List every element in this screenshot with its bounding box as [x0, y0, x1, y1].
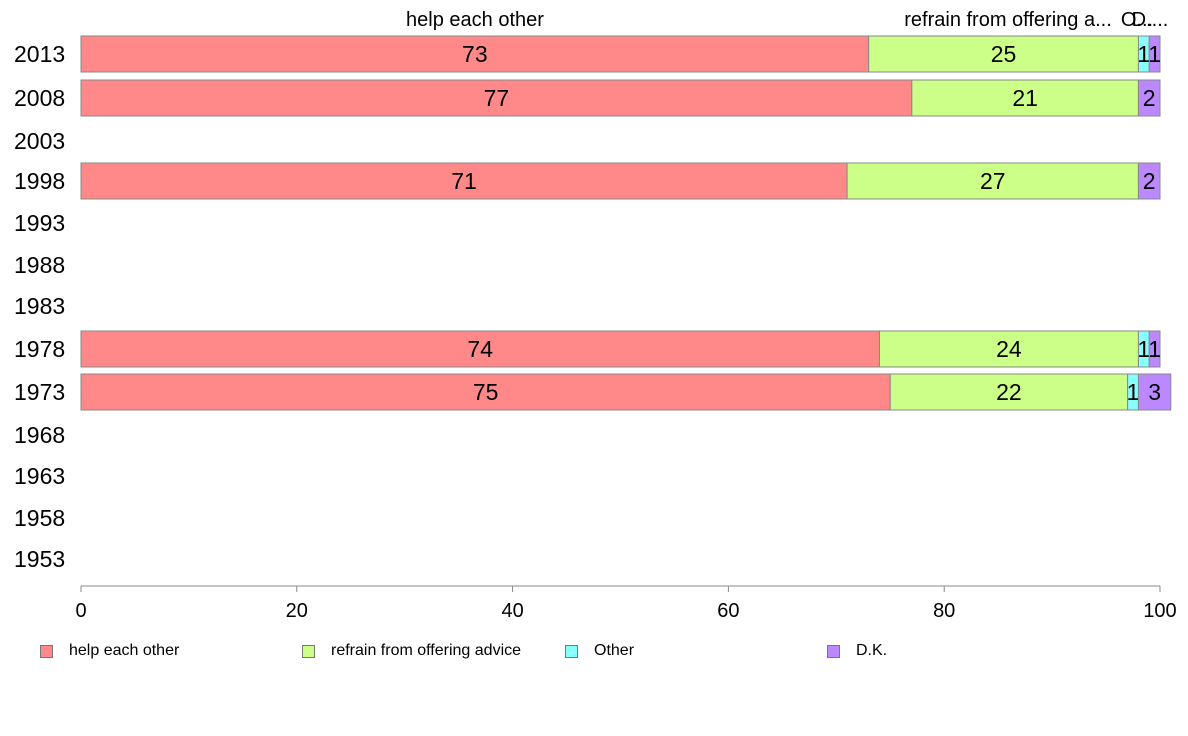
year-label: 1973: [14, 379, 65, 405]
legend-label: D.K.: [856, 642, 888, 659]
legend-item: help each other: [40, 640, 179, 662]
bar-value-label: 77: [484, 85, 510, 111]
x-tick-label: 80: [933, 600, 955, 622]
bar-value-label: 21: [1012, 85, 1038, 111]
legend-swatch: [827, 644, 840, 658]
bar-value-label: 27: [980, 168, 1006, 194]
bar-value-label: 1: [1148, 336, 1161, 362]
x-tick-label: 100: [1143, 600, 1176, 622]
legend-label: Other: [594, 642, 635, 659]
bar-segment: [1148, 35, 1161, 73]
x-tick-label: 60: [717, 600, 739, 622]
chart-legend: help each other refrain from offering adv…: [40, 640, 1160, 662]
legend-item: Other: [565, 640, 634, 662]
bar-value-label: 3: [1148, 379, 1161, 405]
bar-segment: [878, 330, 1139, 368]
bar-segment: [1137, 373, 1172, 411]
bar-segment: [80, 330, 880, 368]
legend-item: refrain from offering advice: [302, 640, 521, 662]
legend-swatch: [40, 644, 53, 658]
legend-swatch: [302, 644, 315, 658]
column-header: D....: [1132, 9, 1169, 31]
column-header: O...: [1121, 9, 1153, 31]
bar-value-label: 24: [996, 336, 1022, 362]
bar-value-label: 2: [1143, 168, 1156, 194]
bar-segment: [1148, 330, 1161, 368]
bar-value-label: 25: [991, 41, 1017, 67]
bar-segment: [1137, 79, 1161, 117]
bar-value-label: 1: [1137, 336, 1150, 362]
bar-value-label: 1: [1148, 41, 1161, 67]
year-label: 2008: [14, 85, 65, 111]
column-header: help each other: [406, 9, 544, 31]
column-headers: help each other refrain from offering a..…: [406, 9, 1168, 31]
bar-value-label: 74: [467, 336, 493, 362]
year-label: 1968: [14, 422, 65, 448]
year-label: 2013: [14, 41, 65, 67]
x-tick-label: 0: [75, 600, 86, 622]
year-label: 1998: [14, 168, 65, 194]
bar-value-label: 22: [996, 379, 1022, 405]
bar-segment: [1137, 162, 1161, 200]
year-label: 1993: [14, 210, 65, 236]
column-header: refrain from offering a...: [904, 9, 1112, 31]
legend-swatch: [565, 644, 578, 658]
year-label: 1953: [14, 546, 65, 572]
legend-item: D.K.: [827, 640, 887, 662]
year-label: 1983: [14, 293, 65, 319]
bar-value-label: 1: [1137, 41, 1150, 67]
legend-label: refrain from offering advice: [331, 642, 522, 659]
year-label: 2003: [14, 128, 65, 154]
legend-label: help each other: [69, 642, 180, 659]
bar-value-label: 73: [462, 41, 488, 67]
x-tick-label: 20: [286, 600, 308, 622]
x-tick-label: 40: [501, 600, 523, 622]
bar-segment: [80, 373, 891, 411]
bar-segment: [80, 79, 913, 117]
x-axis: 0 20 40 60 80 100: [75, 585, 1177, 622]
bar-value-label: 75: [473, 379, 499, 405]
bar-value-label: 71: [451, 168, 477, 194]
year-label: 1988: [14, 252, 65, 278]
bar-segment: [868, 35, 1139, 73]
year-label: 1978: [14, 336, 65, 362]
bar-value-label: 1: [1127, 379, 1140, 405]
bar-value-label: 2: [1143, 85, 1156, 111]
year-label: 1958: [14, 505, 65, 531]
year-label: 1963: [14, 463, 65, 489]
